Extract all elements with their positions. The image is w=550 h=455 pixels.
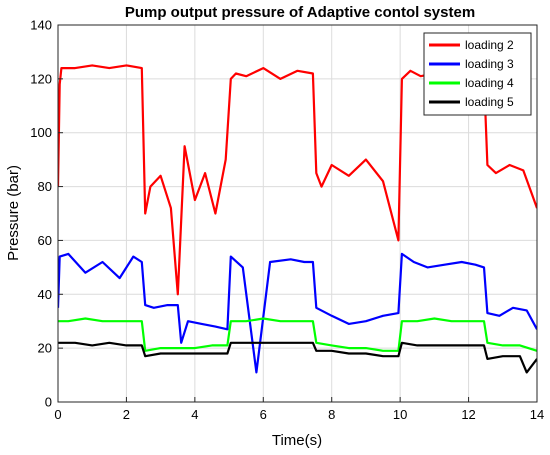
y-tick-label: 0 [45,395,52,410]
y-ticks: 0 20 40 60 80 100 120 140 [30,18,63,410]
y-tick-label: 120 [30,71,52,86]
y-tick-label: 60 [38,233,52,248]
y-tick-label: 140 [30,18,52,33]
y-tick-label: 20 [38,341,52,356]
x-tick-label: 14 [530,407,544,422]
y-tick-label: 80 [38,179,52,194]
x-ticks: 0 2 4 6 8 10 12 14 [54,397,544,422]
series-line-loading-4 [58,317,537,352]
series-line-loading-3 [58,252,537,374]
x-tick-label: 10 [393,407,407,422]
x-tick-label: 8 [328,407,335,422]
legend-label: loading 3 [465,57,514,71]
x-axis-label: Time(s) [272,432,322,449]
x-tick-label: 0 [54,407,61,422]
legend: loading 2 loading 3 loading 4 loading 5 [423,32,532,116]
legend-label: loading 2 [465,38,514,52]
y-tick-label: 40 [38,287,52,302]
chart-title: Pump output pressure of Adaptive contol … [125,4,475,21]
legend-label: loading 4 [465,76,514,90]
x-tick-label: 6 [260,407,267,422]
plot-area-border [57,24,538,403]
grid [57,24,538,403]
y-axis-label: Pressure (bar) [5,165,22,261]
x-tick-label: 4 [191,407,198,422]
x-tick-label: 12 [461,407,475,422]
series-line-loading-5 [58,341,537,374]
x-tick-label: 2 [123,407,130,422]
y-tick-label: 100 [30,125,52,140]
legend-label: loading 5 [465,95,514,109]
